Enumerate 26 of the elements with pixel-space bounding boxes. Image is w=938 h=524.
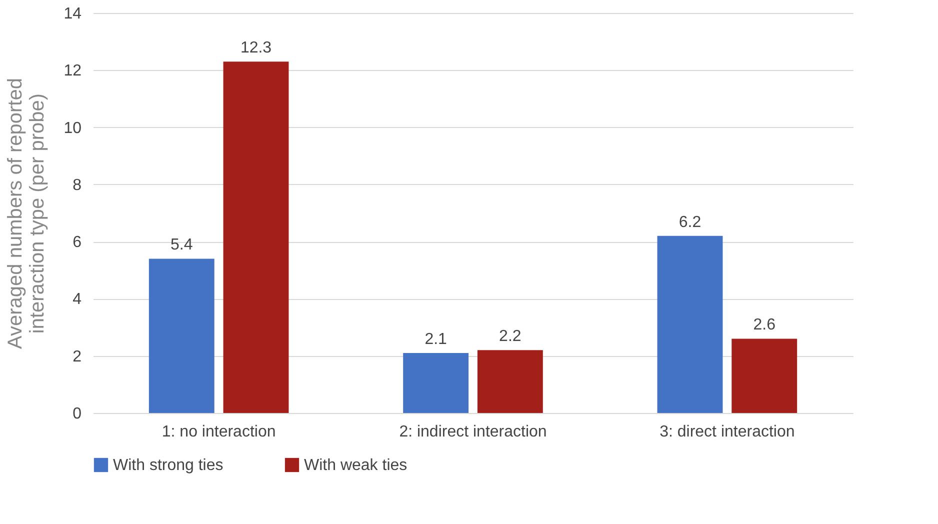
x-tick-label: 1: no interaction	[162, 424, 276, 440]
bar	[657, 236, 723, 413]
y-tick-label: 2	[72, 348, 82, 366]
data-label: 2.2	[499, 328, 522, 346]
data-label: 2.6	[753, 316, 776, 334]
y-tick-label: 8	[72, 176, 82, 194]
data-label: 12.3	[240, 40, 272, 57]
y-tick-label: 10	[64, 120, 82, 137]
x-tick-label: 3: direct interaction	[660, 424, 795, 440]
legend-label: With weak ties	[304, 457, 408, 474]
y-tick-label: 12	[64, 62, 82, 80]
bar	[477, 350, 543, 413]
y-tick-label: 0	[72, 406, 82, 422]
y-tick-label: 4	[72, 291, 82, 308]
data-label: 6.2	[678, 214, 702, 231]
bar	[403, 353, 469, 413]
y-tick-label: 14	[64, 6, 82, 22]
y-axis-title: Averaged numbers of reported interaction type (per probe)	[4, 78, 49, 349]
data-label: 5.4	[170, 236, 193, 254]
bar	[148, 258, 214, 413]
y-tick-label: 6	[72, 234, 82, 252]
x-tick-label: 2: indirect interaction	[399, 424, 547, 440]
data-label: 2.1	[424, 331, 448, 348]
bar	[223, 62, 289, 413]
legend-label: With strong ties	[113, 457, 224, 474]
bar	[732, 338, 798, 413]
